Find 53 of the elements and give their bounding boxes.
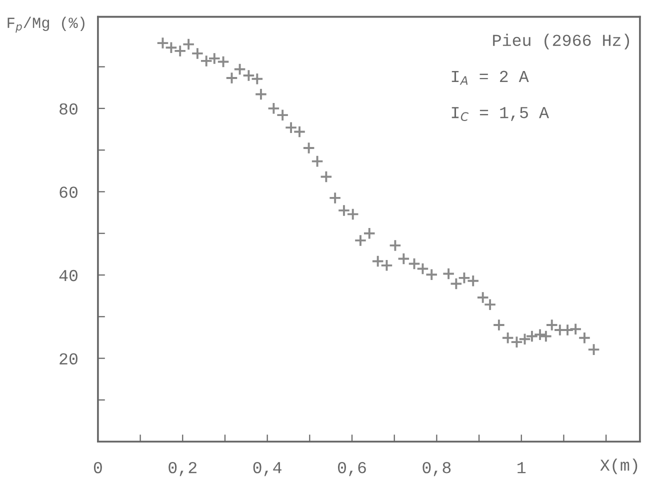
point [442,267,455,280]
point [380,259,394,272]
point [578,332,591,344]
point [346,208,360,221]
point [164,41,178,54]
point [276,108,289,122]
point [569,322,582,336]
point [293,125,306,138]
point [302,142,316,154]
point [216,55,230,68]
y-tick-label: 40 [59,270,78,282]
point [156,36,170,50]
x-axis-title: X(m) [600,458,638,474]
point [242,69,256,82]
y-tick-label: 20 [60,353,78,365]
point [320,170,333,184]
point [416,262,430,276]
point [534,328,546,341]
point [476,291,490,304]
point [328,192,342,204]
x-tick-label: 0 [94,462,102,474]
point [540,330,552,343]
point [371,254,384,268]
point [233,62,246,76]
point [587,343,600,356]
point [492,318,506,332]
point [484,298,496,311]
y-tick-label: 80 [60,103,78,115]
x-tick-label: 0,8 [422,462,451,476]
point [546,318,558,332]
point [191,47,204,60]
y-axis-title: F$_{p}$/Mg (%) [8,16,84,33]
annotation: I$_{A}$ = 2 A [452,70,529,85]
point [501,332,514,344]
point [388,239,402,252]
point [284,121,298,134]
x-tick-label: 0,4 [253,462,282,476]
point [310,154,324,168]
annotation: Pieu (2966 Hz) [493,34,629,50]
point [397,252,410,266]
point [466,274,480,288]
point [425,268,438,281]
y-tick-label: 60 [60,186,78,198]
x-tick-label: 0,6 [338,462,366,476]
point [267,102,280,115]
point [225,72,238,84]
x-tick-label: 1 [518,462,526,474]
annotation: I$_{C}$ = 1,5 A [452,107,550,122]
point [254,88,268,101]
x-tick-label: 0,2 [168,462,196,476]
point [408,257,421,270]
point [338,204,350,217]
point [250,72,264,86]
